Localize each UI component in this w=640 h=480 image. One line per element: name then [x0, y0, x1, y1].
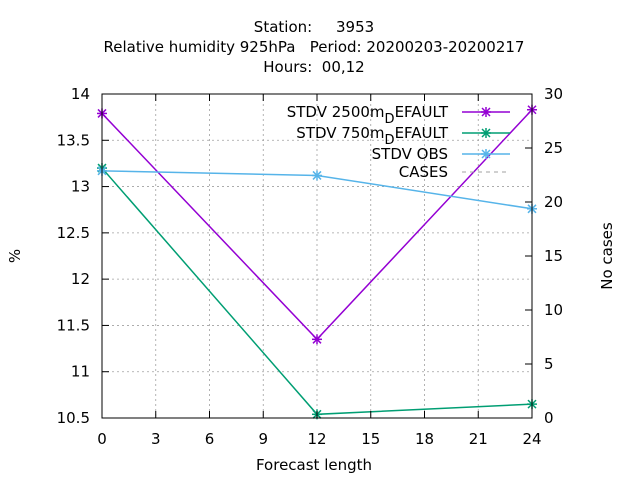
x-tick-label: 12: [307, 430, 326, 448]
x-axis-ticks: 0 3 6 9 12 15 18 21 24: [97, 94, 542, 448]
legend-label: STDV 750mDEFAULT: [296, 124, 449, 148]
y-tick-label: 13: [71, 178, 90, 196]
y2-tick-label: 5: [544, 355, 554, 373]
y-axis-label: %: [6, 249, 24, 263]
x-tick-label: 21: [469, 430, 488, 448]
legend-label: CASES: [399, 163, 448, 181]
legend-item: CASES: [399, 163, 510, 181]
legend-label: STDV 2500mDEFAULT: [287, 103, 449, 127]
title-line-1: Station: 3953: [254, 18, 374, 36]
y-tick-label: 12: [71, 270, 90, 288]
y-tick-label: 10.5: [57, 409, 90, 427]
legend-item: STDV 2500mDEFAULT: [287, 103, 510, 127]
series-3-point: [312, 170, 322, 181]
x-tick-label: 24: [522, 430, 541, 448]
y2-tick-label: 20: [544, 193, 563, 211]
y2-axis-label: No cases: [598, 222, 616, 290]
y2-tick-label: 10: [544, 301, 563, 319]
legend-marker: [481, 128, 491, 138]
y-tick-label: 11.5: [57, 316, 90, 334]
y2-tick-label: 15: [544, 247, 563, 265]
x-tick-label: 6: [205, 430, 215, 448]
chart-title: Station: 3953 Relative humidity 925hPa P…: [104, 18, 525, 76]
legend-item: STDV 750mDEFAULT: [296, 124, 510, 148]
y-tick-label: 13.5: [57, 131, 90, 149]
x-tick-label: 9: [258, 430, 268, 448]
legend-marker: [481, 107, 491, 117]
y2-axis-ticks: 0 5 10 15 20 25 30: [525, 85, 563, 427]
legend-label: STDV OBS: [372, 145, 448, 163]
y-tick-label: 14: [71, 85, 90, 103]
x-tick-label: 15: [361, 430, 380, 448]
y-tick-label: 12.5: [57, 224, 90, 242]
y2-tick-label: 25: [544, 139, 563, 157]
x-tick-label: 3: [151, 430, 161, 448]
y-axis-ticks: 10.5 11 11.5 12 12.5 13 13.5 14: [57, 85, 109, 427]
grid: [102, 94, 532, 418]
x-tick-label: 0: [97, 430, 107, 448]
legend-item: STDV OBS: [372, 145, 510, 163]
x-axis-label: Forecast length: [256, 456, 372, 474]
title-line-3: Hours: 00,12: [263, 58, 364, 76]
y-tick-label: 11: [71, 363, 90, 381]
x-tick-label: 18: [415, 430, 434, 448]
y2-tick-label: 0: [544, 409, 554, 427]
series-1-point: [312, 334, 322, 345]
title-line-2: Relative humidity 925hPa Period: 2020020…: [104, 38, 525, 56]
legend-marker: [481, 149, 491, 159]
y2-tick-label: 30: [544, 85, 563, 103]
